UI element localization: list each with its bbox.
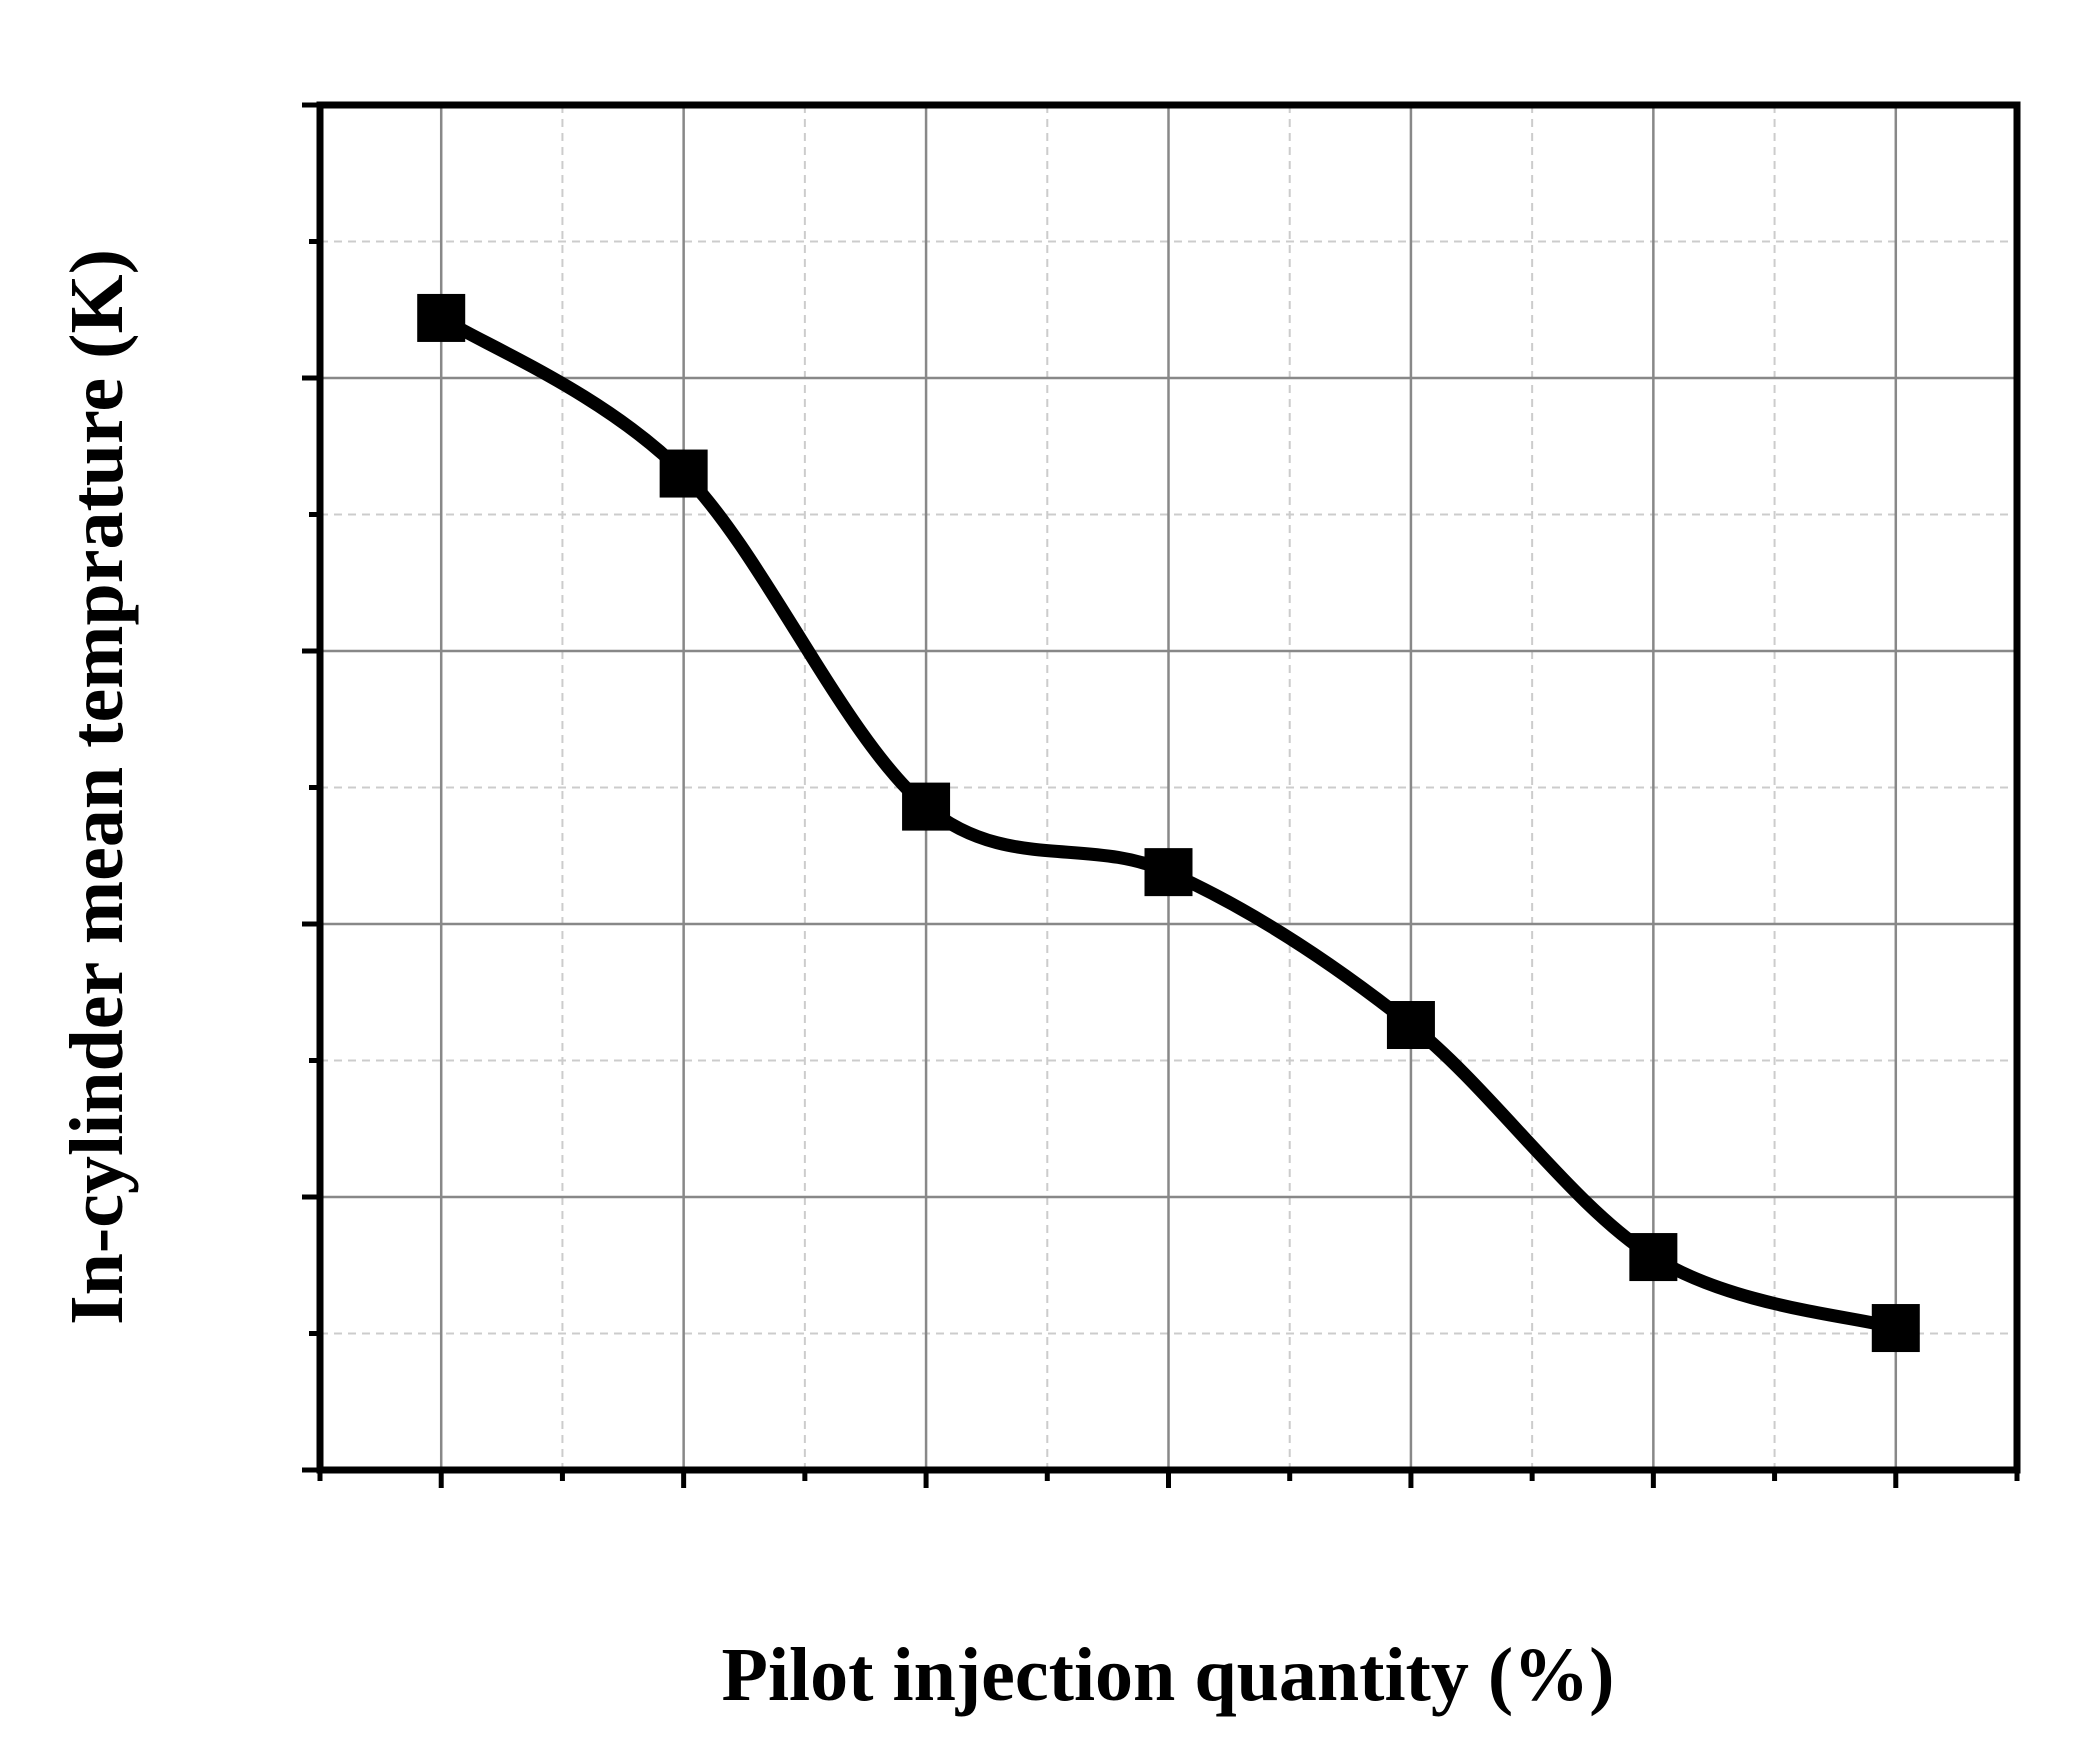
data-point-marker xyxy=(1629,1233,1678,1282)
series-layer xyxy=(417,293,1920,1353)
plot-frame xyxy=(316,101,2021,1474)
data-point-marker xyxy=(1144,848,1193,897)
data-point-marker xyxy=(1871,1304,1920,1353)
data-point-marker xyxy=(659,449,708,498)
data-point-marker xyxy=(1386,1001,1435,1050)
x-axis-title: Pilot injection quantity (%) xyxy=(722,1633,1615,1717)
axis-ticks xyxy=(302,102,2020,1488)
grid-minor xyxy=(320,105,2017,1470)
y-axis-title: In-cylinder mean temprature (K) xyxy=(55,249,139,1325)
data-point-marker xyxy=(902,782,951,831)
data-point-marker xyxy=(417,293,466,342)
